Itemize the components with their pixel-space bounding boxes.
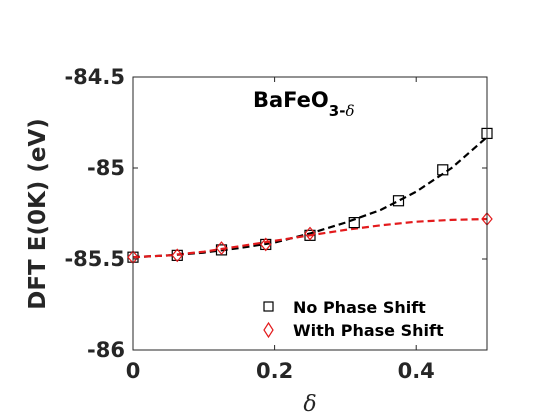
legend-diamond-marker [263, 321, 274, 339]
chart-title-delta: δ [345, 102, 354, 120]
y-tick-label: -84.5 [64, 65, 125, 89]
y-tick-label: -85.5 [64, 247, 125, 271]
fit-lines [132, 136, 488, 259]
legend-label-no-phase-shift: No Phase Shift [293, 298, 426, 317]
chart-title-main: BaFeO [253, 88, 329, 112]
chart-title-subscript: 3- [329, 102, 346, 120]
data-markers [127, 127, 493, 265]
x-tick-label: 0.2 [256, 359, 293, 383]
diamond-marker [304, 226, 316, 241]
square-marker [392, 195, 405, 207]
fit-line-series-1 [132, 217, 488, 259]
diamond-marker [171, 248, 184, 263]
x-tick-label: 0 [126, 359, 141, 383]
square-marker [348, 217, 360, 229]
diamond-marker [259, 237, 272, 252]
y-tick-label: -85 [87, 156, 125, 180]
x-axis-label: δ [303, 392, 316, 417]
plot-border [132, 76, 488, 351]
legend-square-marker [263, 301, 274, 312]
diamond-marker [215, 241, 228, 256]
y-tick-label: -86 [87, 338, 125, 362]
chart-title: BaFeO3-δ [253, 88, 354, 120]
y-axis-label: DFT E(0K) (eV) [25, 118, 51, 310]
square-marker [437, 164, 449, 176]
plot-area [133, 77, 487, 350]
x-tick-label: 0.4 [398, 359, 435, 383]
axes: 0 0.2 0.4 -86 -85.5 -85 -84.5 [64, 65, 487, 383]
legend-label-with-phase-shift: With Phase Shift [293, 321, 444, 340]
legend: No Phase Shift With Phase Shift [263, 298, 444, 340]
